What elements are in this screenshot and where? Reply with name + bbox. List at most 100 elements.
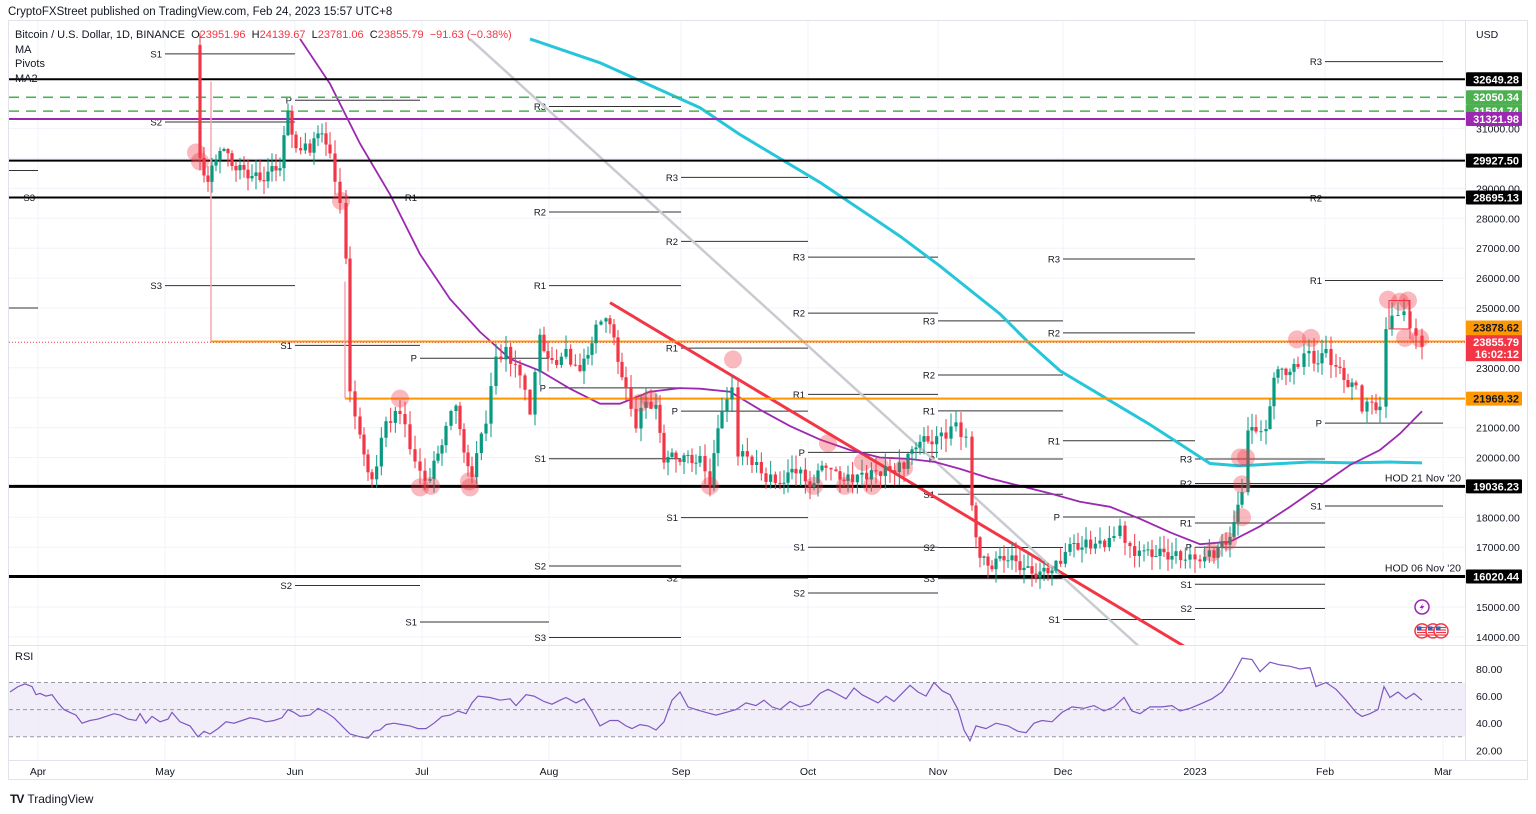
candle-down[interactable] — [1150, 549, 1154, 557]
candle-down[interactable] — [423, 470, 427, 481]
candle-up[interactable] — [1158, 548, 1162, 557]
candle-up[interactable] — [533, 372, 537, 415]
candle-down[interactable] — [1166, 552, 1170, 560]
candle-up[interactable] — [1250, 427, 1254, 431]
candle-down[interactable] — [674, 452, 678, 460]
candle-down[interactable] — [902, 462, 906, 469]
candle-down[interactable] — [499, 356, 503, 360]
candle-up[interactable] — [1107, 537, 1111, 548]
candle-down[interactable] — [1346, 380, 1350, 387]
candle-up[interactable] — [1268, 406, 1272, 429]
candle-up[interactable] — [1307, 350, 1311, 354]
candle-up[interactable] — [1280, 368, 1284, 370]
candle-up[interactable] — [222, 148, 226, 152]
candle-down[interactable] — [518, 364, 522, 376]
candle-up[interactable] — [682, 455, 686, 462]
candle-down[interactable] — [851, 474, 855, 483]
candle-down[interactable] — [829, 467, 833, 470]
candle-down[interactable] — [1002, 555, 1006, 561]
candle-up[interactable] — [1063, 551, 1067, 564]
candle-down[interactable] — [418, 461, 422, 471]
candle-up[interactable] — [666, 456, 670, 463]
candle-up[interactable] — [214, 160, 218, 166]
candle-up[interactable] — [906, 453, 910, 469]
candle-up[interactable] — [266, 171, 270, 182]
candle-up[interactable] — [698, 456, 702, 463]
candle-up[interactable] — [1384, 329, 1388, 407]
candle-up[interactable] — [1288, 371, 1292, 376]
candle-up[interactable] — [440, 445, 444, 454]
candle-up[interactable] — [599, 321, 603, 325]
candle-down[interactable] — [290, 110, 294, 135]
candle-down[interactable] — [1354, 382, 1358, 386]
candle-up[interactable] — [964, 436, 968, 438]
candle-down[interactable] — [333, 153, 337, 182]
candle-up[interactable] — [922, 436, 926, 442]
candle-up[interactable] — [1240, 492, 1244, 505]
ma-fast-line[interactable] — [299, 38, 1423, 546]
candle-up[interactable] — [303, 143, 307, 151]
candle-up[interactable] — [939, 432, 943, 437]
indicator-pivots[interactable]: Pivots — [15, 58, 45, 70]
candle-up[interactable] — [816, 470, 820, 484]
candle-up[interactable] — [1264, 428, 1268, 432]
candle-down[interactable] — [1408, 311, 1412, 329]
candle-up[interactable] — [712, 453, 716, 486]
candle-down[interactable] — [262, 180, 266, 182]
candle-up[interactable] — [639, 407, 643, 429]
candle-up[interactable] — [883, 466, 887, 477]
candle-up[interactable] — [1174, 551, 1178, 556]
candle-up[interactable] — [489, 386, 493, 424]
candle-up[interactable] — [869, 470, 873, 480]
candle-down[interactable] — [1414, 328, 1418, 336]
candle-down[interactable] — [1046, 567, 1050, 574]
candle-up[interactable] — [1324, 348, 1328, 354]
candle-down[interactable] — [258, 172, 262, 181]
candle-down[interactable] — [466, 452, 470, 467]
candle-down[interactable] — [959, 422, 963, 438]
candle-down[interactable] — [458, 405, 462, 430]
candle-up[interactable] — [1272, 377, 1276, 407]
candle-up[interactable] — [1050, 570, 1054, 574]
candle-up[interactable] — [730, 387, 734, 400]
candle-down[interactable] — [1312, 350, 1316, 364]
candle-up[interactable] — [1246, 430, 1250, 493]
candle-down[interactable] — [389, 421, 393, 423]
candle-up[interactable] — [254, 172, 258, 176]
candle-up[interactable] — [686, 454, 690, 456]
candle-up[interactable] — [379, 437, 383, 467]
candle-down[interactable] — [230, 153, 234, 166]
candle-up[interactable] — [1183, 559, 1187, 561]
candle-down[interactable] — [370, 472, 374, 480]
candle-down[interactable] — [206, 175, 210, 182]
candle-down[interactable] — [888, 466, 892, 471]
candle-up[interactable] — [755, 462, 759, 466]
candle-up[interactable] — [846, 474, 850, 481]
candle-up[interactable] — [504, 346, 508, 360]
candle-up[interactable] — [812, 483, 816, 488]
candle-down[interactable] — [930, 441, 934, 445]
candle-up[interactable] — [1006, 560, 1010, 562]
candle-down[interactable] — [612, 324, 616, 338]
candle-down[interactable] — [509, 346, 513, 364]
candle-up[interactable] — [1207, 550, 1211, 557]
us-flag-icon[interactable] — [1433, 623, 1449, 639]
candle-down[interactable] — [879, 471, 883, 477]
candle-up[interactable] — [590, 343, 594, 355]
candle-up[interactable] — [1026, 566, 1030, 568]
candle-down[interactable] — [838, 471, 842, 480]
candle-down[interactable] — [1296, 363, 1300, 367]
candle-down[interactable] — [773, 474, 777, 483]
price-axis[interactable]: USD14000.0015000.0016000.0017000.0018000… — [1466, 29, 1522, 757]
candle-down[interactable] — [944, 432, 948, 439]
candle-down[interactable] — [608, 318, 612, 325]
candle-up[interactable] — [538, 334, 542, 373]
candle-down[interactable] — [462, 429, 466, 453]
candle-up[interactable] — [1220, 541, 1224, 547]
candle-down[interactable] — [408, 424, 412, 450]
candle-down[interactable] — [403, 414, 407, 425]
candle-down[interactable] — [198, 44, 202, 158]
candle-up[interactable] — [238, 165, 242, 171]
candle-down[interactable] — [703, 456, 707, 472]
